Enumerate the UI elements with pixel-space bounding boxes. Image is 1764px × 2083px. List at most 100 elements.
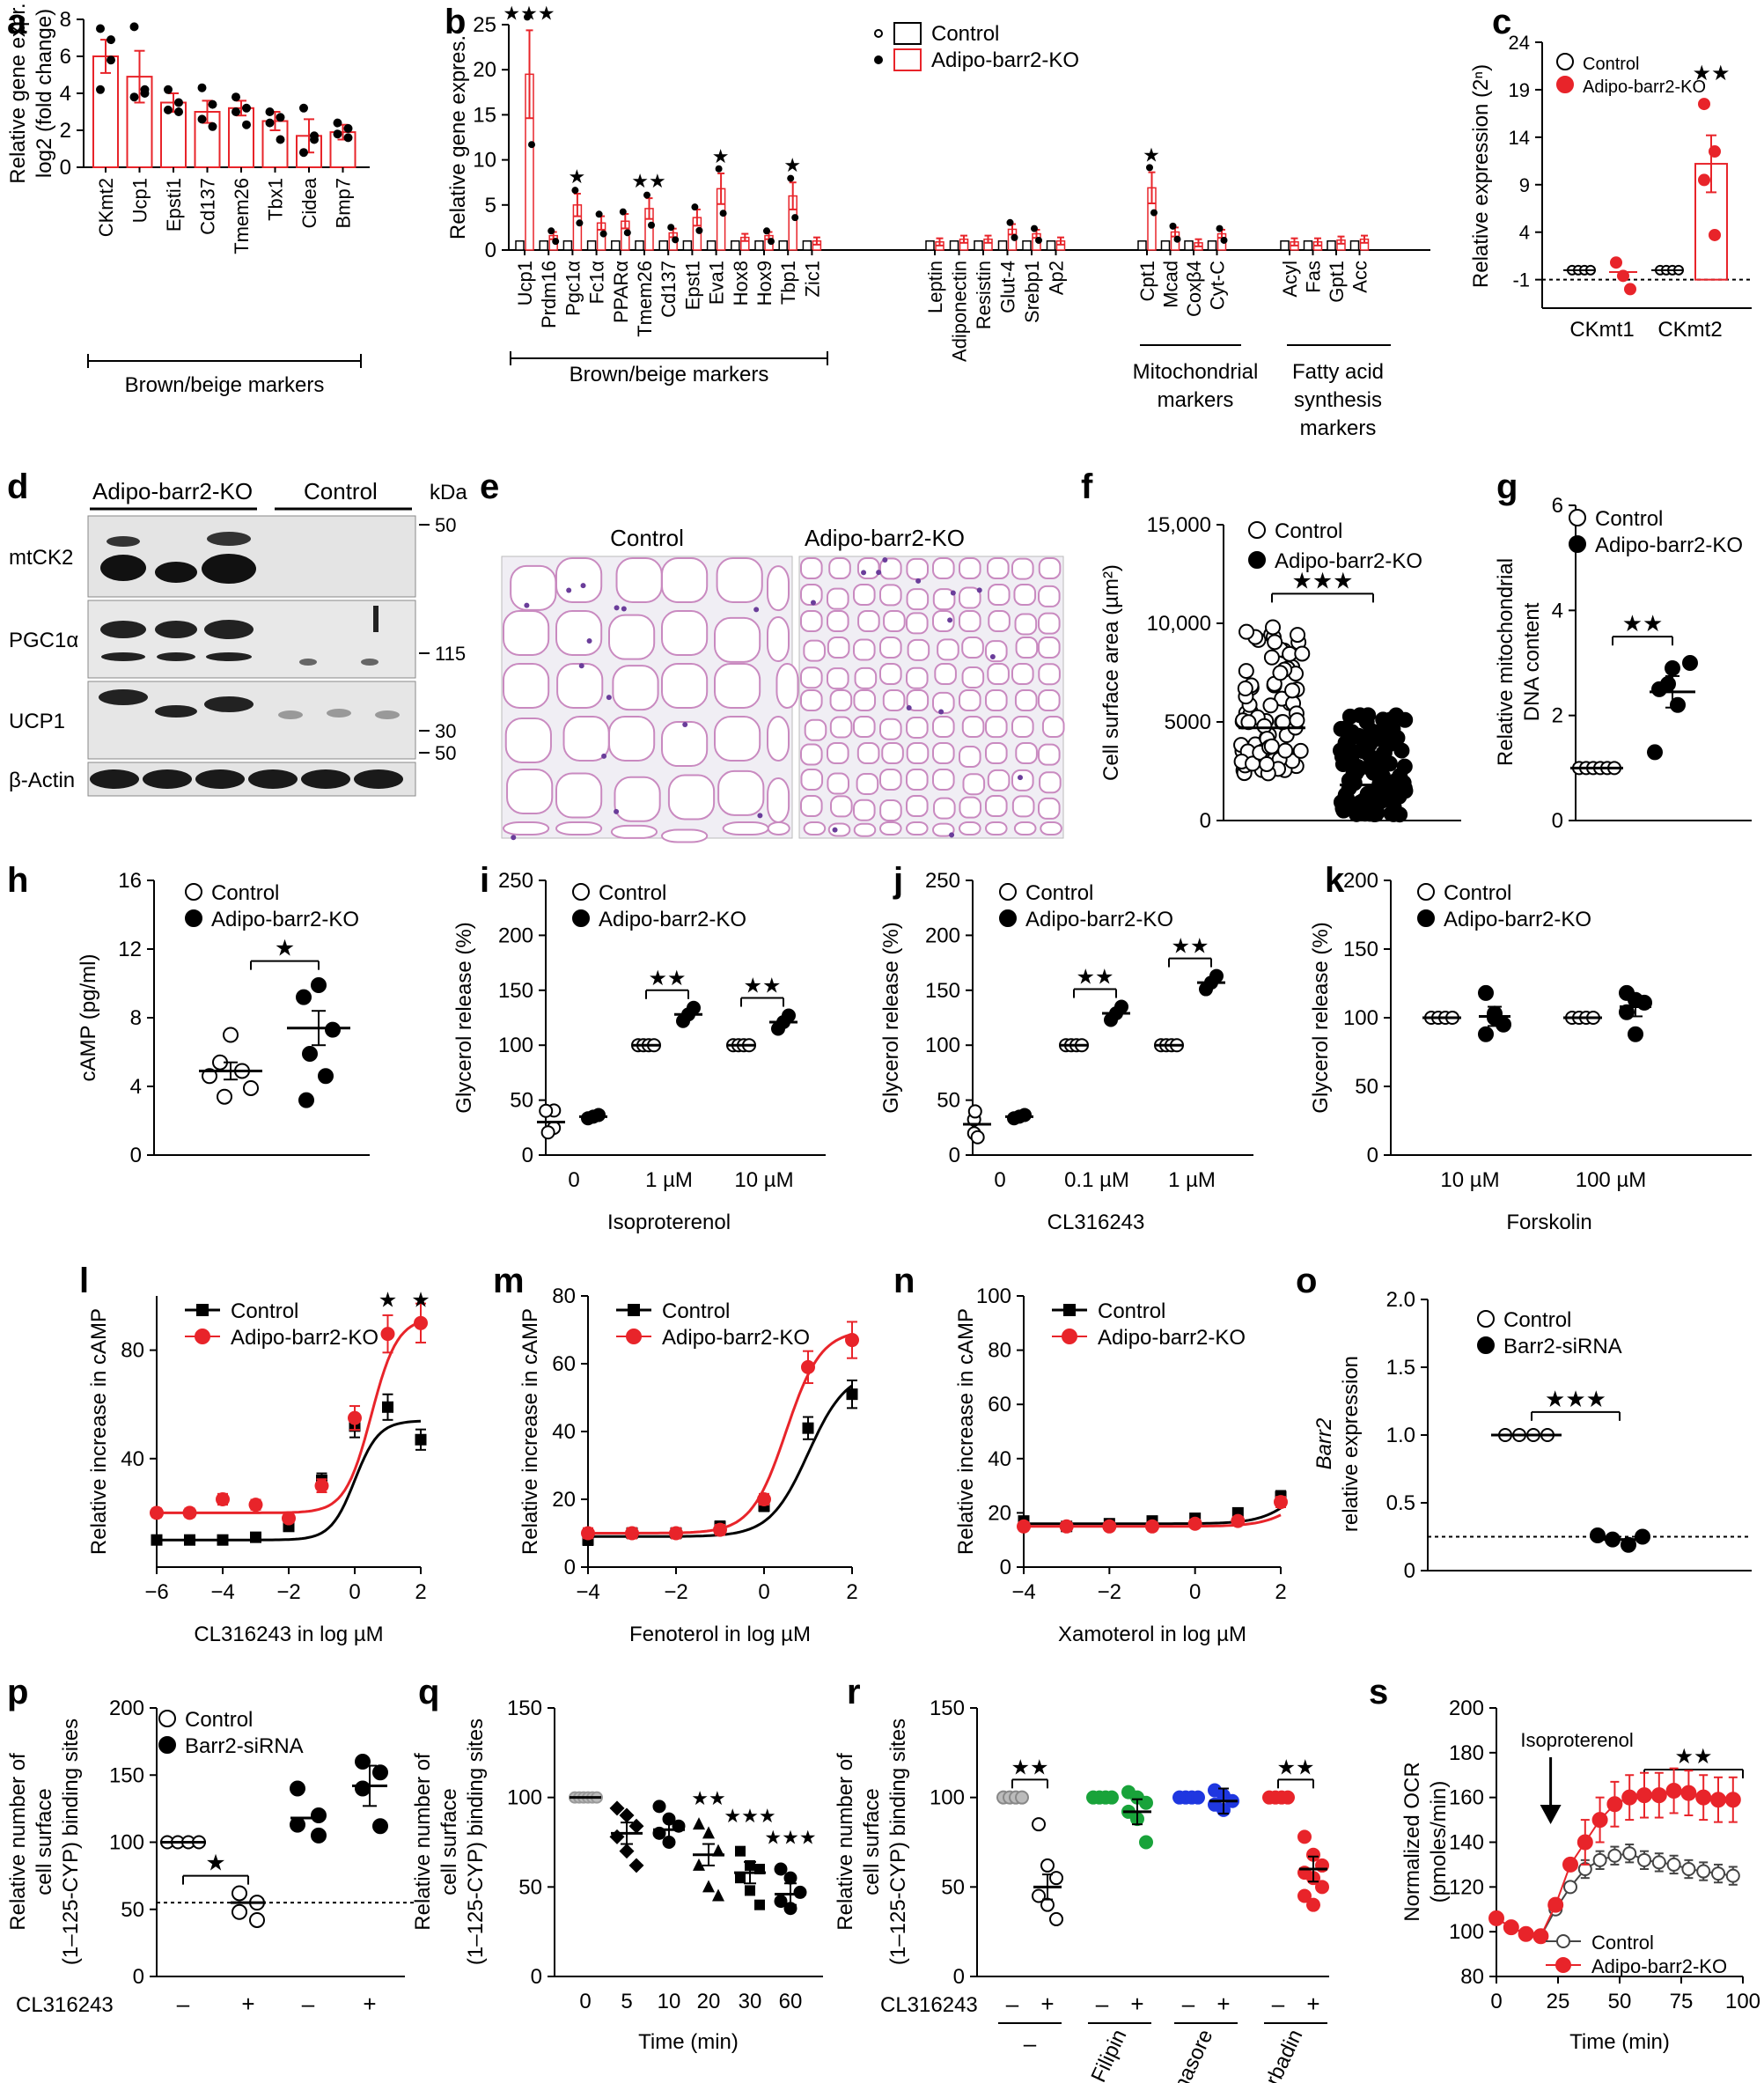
data-point: [232, 92, 240, 102]
y-tick-label: 0: [130, 1144, 142, 1167]
x-axis-label: Xamoterol in log µM: [1058, 1623, 1246, 1646]
panel-label: r: [847, 1673, 861, 1711]
y-tick-label: 150: [925, 979, 960, 1003]
histo-nucleus: [601, 753, 607, 759]
x-tick-label: 100 µM: [1576, 1168, 1647, 1192]
x-tick-label: −2: [276, 1580, 300, 1604]
data-point: [1259, 755, 1275, 772]
y-tick-label: 10,000: [1147, 612, 1211, 636]
histo-nucleus: [580, 583, 586, 589]
xrow-value: –: [1272, 1991, 1285, 2017]
x-axis-label: Forskolin: [1506, 1211, 1591, 1234]
histo-cell: [661, 663, 709, 709]
legend-marker: [1555, 1957, 1571, 1973]
histo-cell: [932, 588, 956, 611]
x-tick-label: Epst1: [681, 261, 703, 310]
histo-cell: [800, 610, 823, 632]
kda-marker: 30: [435, 720, 456, 742]
data-point: [1665, 659, 1680, 676]
blot-band: [206, 652, 252, 661]
data-point: [1237, 681, 1253, 697]
histo-cell: [767, 777, 790, 823]
data-point: [1337, 734, 1354, 751]
legend-marker: [1063, 1304, 1076, 1316]
legend-marker: [999, 909, 1017, 927]
y-tick-label: 150: [507, 1697, 542, 1720]
data-point: [1265, 619, 1281, 636]
xrow-value: –: [177, 1991, 190, 2017]
bar-control: [731, 240, 740, 251]
legend-marker: [1569, 509, 1586, 526]
x-axis-label: CL316243: [1047, 1211, 1145, 1234]
data-point: [1395, 775, 1412, 791]
histo-nucleus: [949, 832, 955, 838]
bar-control: [1207, 240, 1217, 251]
data-point: [712, 1888, 724, 1902]
panel-label: o: [1296, 1262, 1317, 1300]
histo-cell: [612, 665, 659, 711]
y-axis-label: Relative mitochondrial: [1494, 558, 1518, 766]
x-tick-label: −2: [664, 1580, 687, 1604]
x-tick-label: Srebp1: [1021, 261, 1043, 323]
data-point: [343, 123, 353, 133]
data-point: [539, 1103, 554, 1118]
data-point: [1478, 984, 1494, 1001]
data-point: [1651, 681, 1667, 697]
data-point: [290, 1816, 305, 1833]
histo-cell: [510, 564, 557, 611]
histo-cell: [667, 774, 716, 821]
bar-control: [754, 240, 764, 251]
significance-stars: ★★: [648, 967, 686, 990]
data-point: [643, 191, 650, 199]
data-point: [1146, 164, 1153, 172]
y-tick-label: 100: [976, 1284, 1011, 1308]
data-point: [1031, 224, 1038, 232]
data-point: [693, 1817, 705, 1830]
bar-control: [539, 240, 548, 251]
data-point: [1267, 634, 1283, 651]
histo-cell: [932, 822, 955, 837]
data-point-control: [1681, 1862, 1696, 1876]
data-point-control: [1666, 1857, 1681, 1872]
histo-cell: [555, 557, 603, 603]
histo-cell: [830, 795, 853, 818]
histo-cell: [504, 718, 552, 764]
data-point: [299, 103, 308, 113]
y-tick-label: 200: [109, 1697, 144, 1720]
data-point: [745, 1885, 755, 1896]
data-point: [1375, 745, 1392, 762]
data-point: [318, 1068, 334, 1085]
x-tick-label: Tmem26: [634, 261, 656, 337]
legend-marker: [195, 1329, 210, 1344]
significance-stars: ★: [379, 1288, 398, 1312]
y-tick-label: 250: [925, 869, 960, 893]
y-tick-label: 0.5: [1386, 1491, 1415, 1515]
histo-cell: [1038, 585, 1061, 607]
histo-cell: [879, 637, 902, 659]
data-point: [164, 85, 173, 94]
significance-stars: ★: [783, 154, 801, 176]
x-tick-label: CKmt2: [95, 178, 117, 237]
y-tick-label: 0: [522, 1144, 533, 1167]
histo-cell: [1038, 612, 1061, 635]
data-point: [1397, 711, 1414, 728]
y-tick-label: 60: [552, 1352, 576, 1376]
legend-marker: [1062, 1329, 1077, 1344]
histo-cell: [1038, 689, 1061, 711]
panel-label: i: [480, 861, 489, 900]
histo-nucleus: [915, 578, 922, 584]
data-point: [217, 1088, 232, 1105]
bar-control: [925, 240, 935, 251]
data-point: [1297, 1888, 1312, 1903]
y-tick-label: 14: [1509, 127, 1530, 149]
histo-nucleus: [614, 808, 620, 814]
group-label: markers: [1158, 388, 1234, 412]
xrow-value: +: [363, 1991, 376, 2017]
data-point: [1709, 145, 1721, 158]
data-point-control: [1563, 1880, 1577, 1895]
data-point: [1191, 1790, 1205, 1805]
data-point: [1281, 1790, 1295, 1805]
data-point: [1256, 718, 1273, 734]
bar-control: [611, 240, 621, 251]
x-tick-label: Hox9: [753, 261, 775, 305]
